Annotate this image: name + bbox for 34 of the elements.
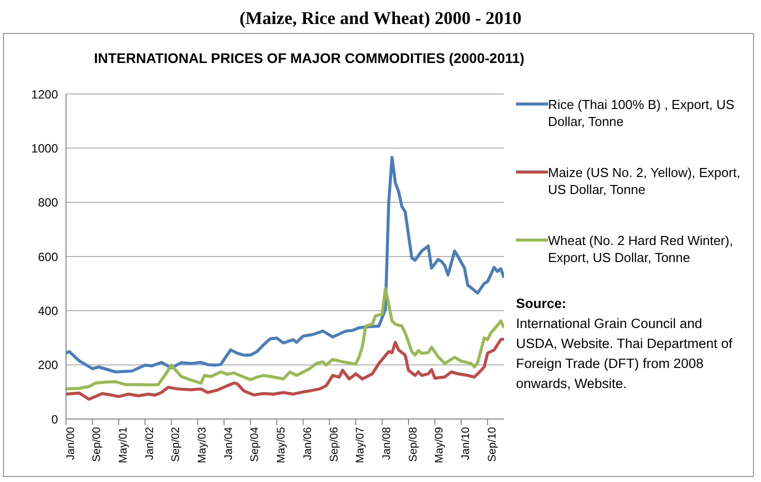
legend-label: Rice (Thai 100% B) , Export, US Dollar, Tonne [548, 96, 736, 130]
x-tick-label: May/07 [354, 427, 367, 464]
x-tick-label: Jan/06 [302, 427, 314, 460]
x-tick-label: Sep/06 [328, 427, 340, 462]
source-note: Source: [516, 295, 568, 313]
chart-subtitle: INTERNATIONAL PRICES OF MAJOR COMMODITIES (2000-2011) [94, 50, 524, 66]
y-tick-label: 0 [51, 412, 58, 426]
x-tick-label: Sep/04 [249, 427, 262, 462]
x-tick-label: May/05 [276, 427, 288, 464]
x-tick-label: Sep/08 [407, 427, 420, 462]
x-tick-label: Jan/08 [380, 427, 393, 460]
text: International Grain Council and USDA, Website. Thai Department of Foreign Trade (DFT) from 2008 onwards, Website. [516, 315, 734, 393]
x-tick-label: Sep/00 [91, 427, 104, 462]
y-tick-label: 200 [38, 358, 58, 372]
x-tick-label: Jan/00 [64, 427, 77, 460]
y-tick-label: 1000 [31, 141, 58, 156]
y-tick-label: 600 [38, 250, 58, 264]
x-tick-label: Sep/02 [170, 427, 182, 462]
y-tick-label: 1200 [31, 87, 58, 102]
x-tick-label: Jan/04 [222, 427, 235, 460]
line-series [66, 286, 504, 390]
chart-title: (Maize, Rice and Wheat) 2000 - 2010 [238, 8, 523, 29]
x-tick-label: May/09 [434, 427, 446, 464]
x-tick-label: Jan/10 [460, 427, 472, 460]
x-tick-label: May/03 [196, 427, 209, 464]
y-tick-label: 400 [38, 304, 58, 318]
legend-label: Maize (US No. 2, Yellow), Export, US Dollar, Tonne [548, 164, 742, 198]
x-tick-label: Jan/02 [144, 427, 156, 460]
x-tick-label: May/01 [118, 427, 130, 464]
y-tick-label: 800 [38, 196, 58, 210]
line-series [66, 337, 504, 401]
line-series [66, 156, 504, 374]
legend-label: Wheat (No. 2 Hard Red Winter), Export, US Dollar, Tonne [548, 232, 734, 266]
x-tick-label: Sep/10 [486, 427, 498, 462]
